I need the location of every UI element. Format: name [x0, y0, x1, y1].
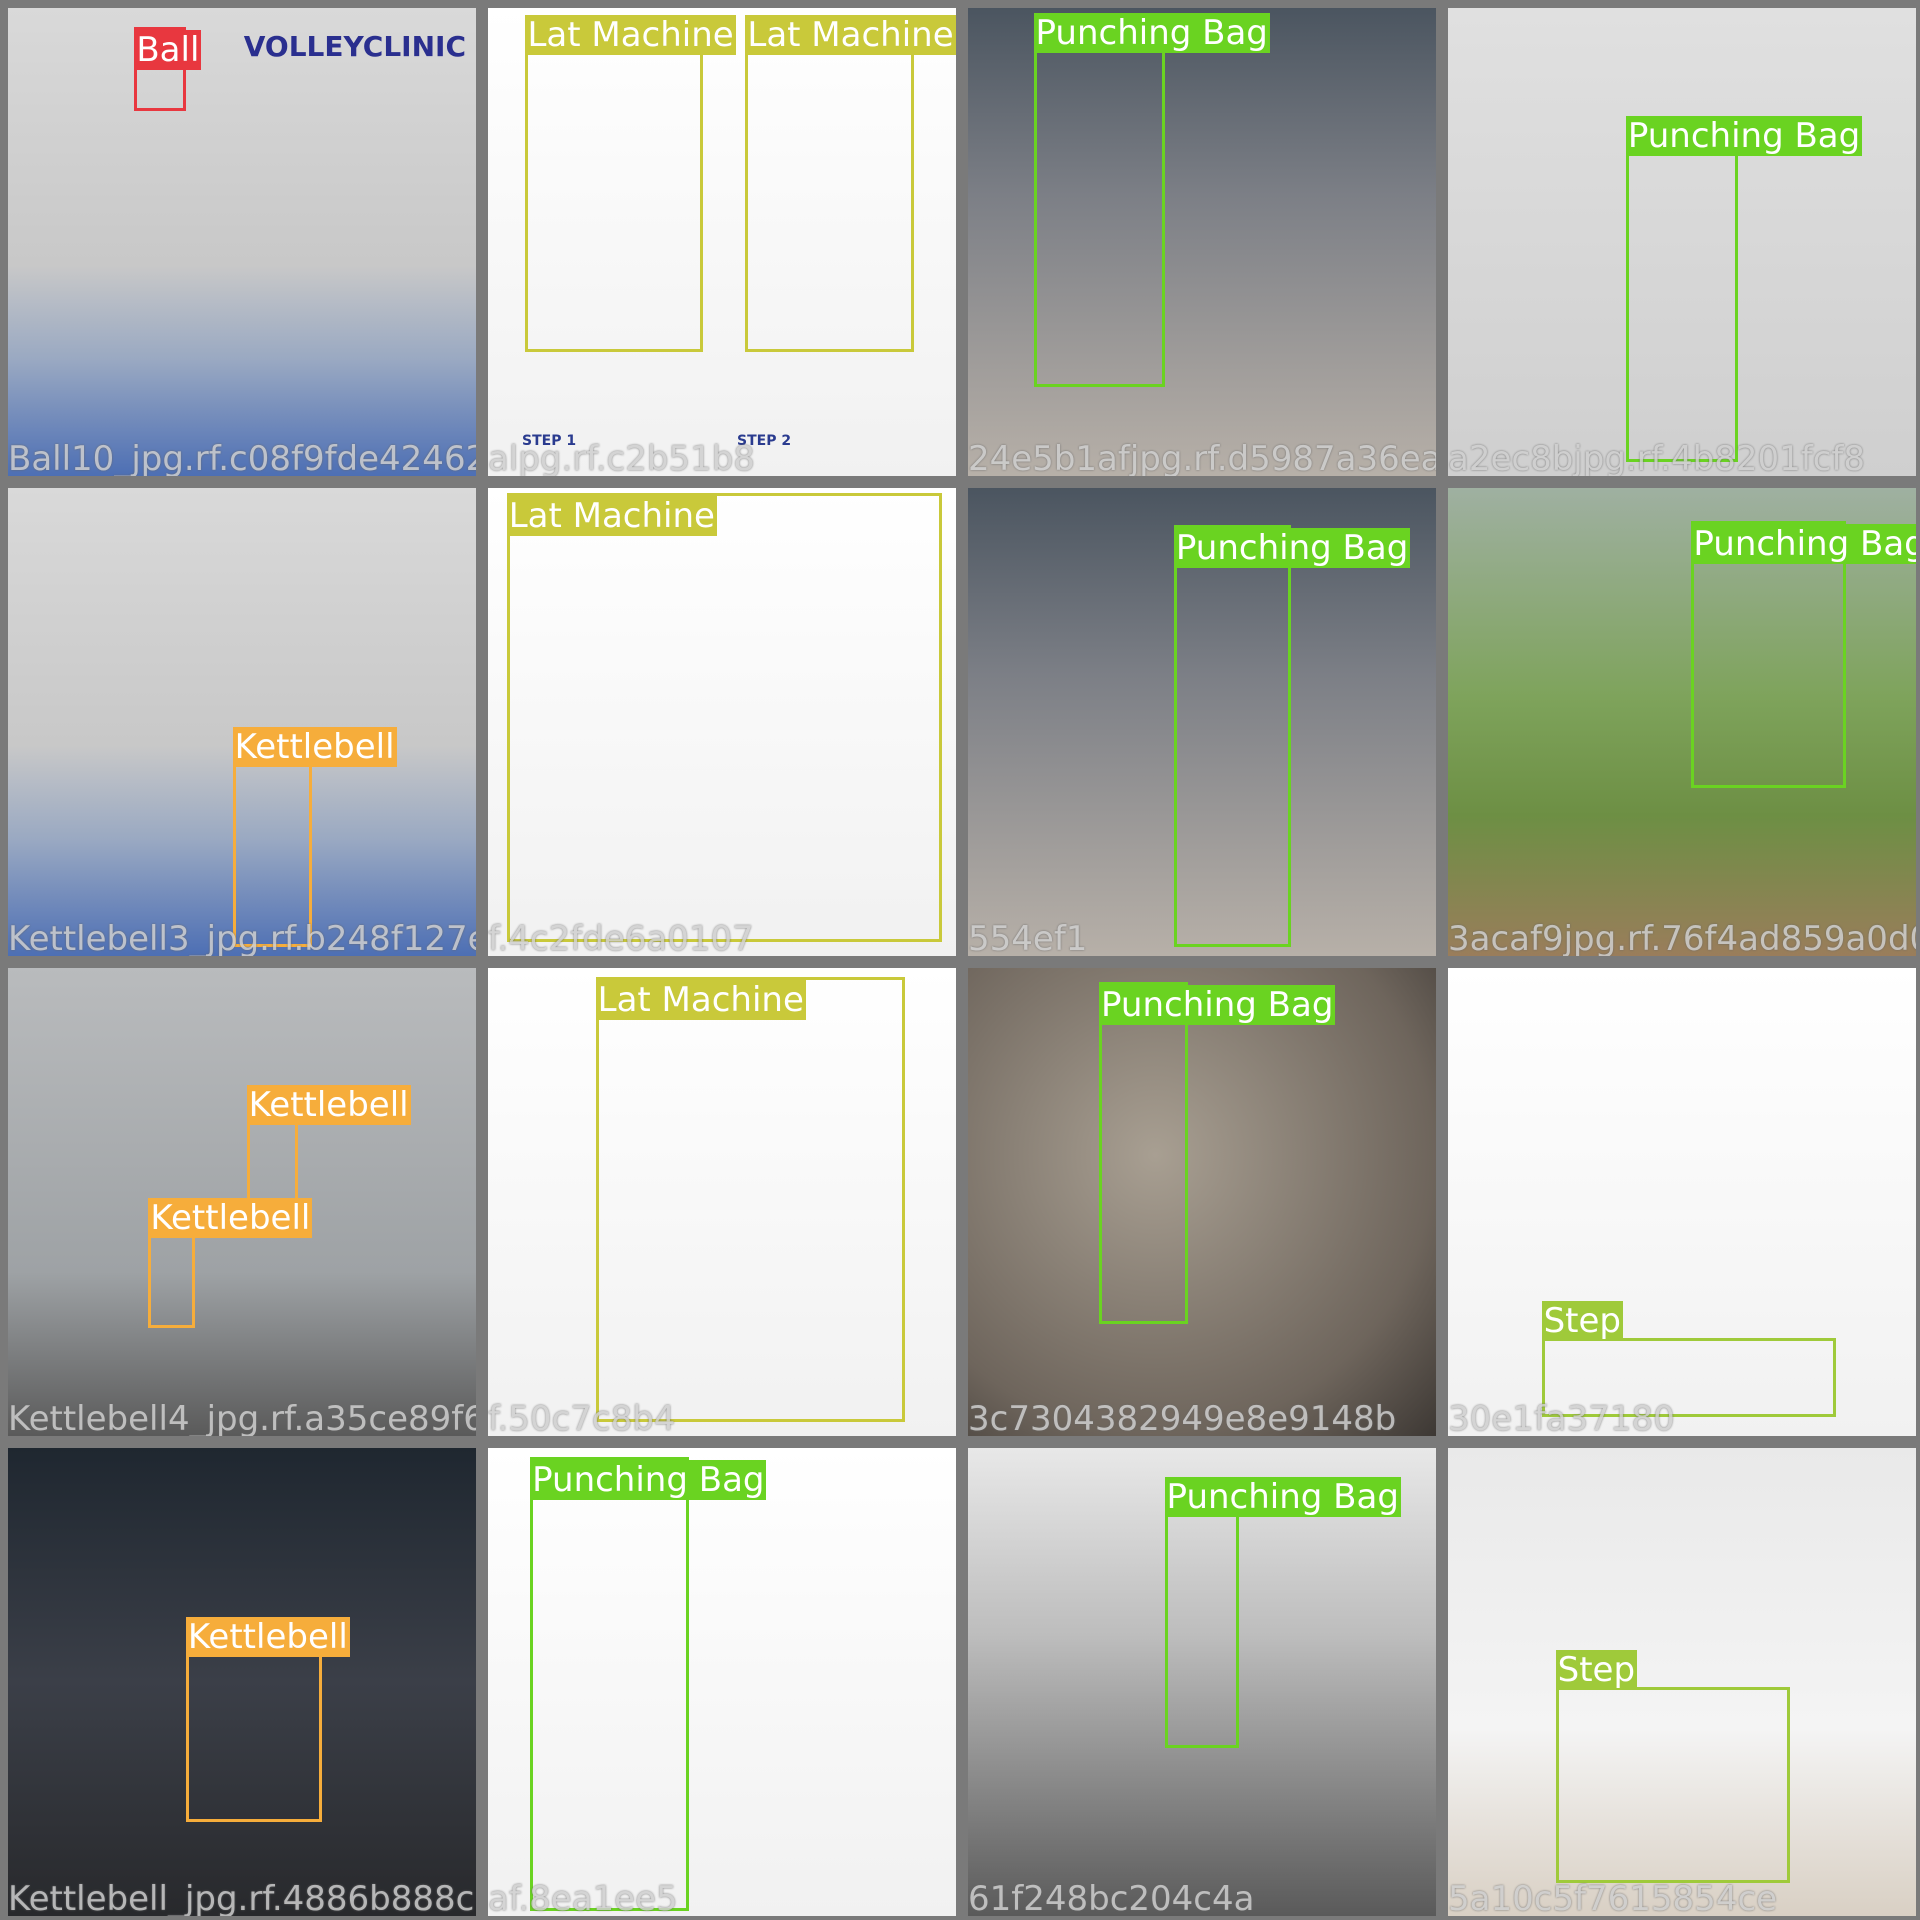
detection-label: Kettlebell: [246, 1085, 411, 1126]
detection-box: Kettlebell: [185, 1616, 350, 1823]
detection-label: Lat Machine: [525, 15, 736, 56]
image-tile: Lat Machine f.4c2fde6a0107: [488, 488, 956, 956]
detection-label: Punching Bag: [1164, 1476, 1401, 1517]
image-tile: Punching Bag 554ef1: [968, 488, 1436, 956]
photo-placeholder: [968, 1448, 1436, 1916]
photo-placeholder: [488, 488, 956, 956]
image-filename: 5a10c5f7615854ce: [1448, 1879, 1778, 1916]
image-tile: VOLLEYCLINIC Ball Ball10_jpg.rf.c08f9fde42…: [8, 8, 476, 476]
detection-label: Punching Bag: [1625, 116, 1863, 157]
detection-label: Lat Machine: [745, 15, 956, 56]
image-tile: Punching Bag 3c7304382949e8e9148b: [968, 968, 1436, 1436]
detection-label: Kettlebell: [148, 1197, 313, 1238]
image-filename: alpg.rf.c2b51b8: [488, 439, 755, 476]
image-filename: 3acaf9jpg.rf.76f4ad859a0d0: [1448, 919, 1916, 956]
detection-label: Lat Machine: [595, 980, 806, 1021]
image-filename: f.4c2fde6a0107: [488, 919, 754, 956]
detection-box: Punching Bag: [530, 1457, 767, 1912]
photo-placeholder: [968, 8, 1436, 476]
image-filename: 30e1fa37180: [1448, 1399, 1675, 1436]
photo-placeholder: [8, 1448, 476, 1916]
photo-placeholder: [1448, 8, 1916, 476]
detection-label: Punching Bag: [1691, 523, 1916, 564]
detection-label: Lat Machine: [506, 495, 717, 536]
detection-box: Lat Machine: [525, 15, 736, 352]
image-tile: Lat Machine f.50c7c8b4: [488, 968, 956, 1436]
photo-placeholder: [488, 8, 956, 476]
image-tile: STEP 1 STEP 2 Lat Machine Lat Machine alpg.r…: [488, 8, 956, 476]
image-filename: af.8ea1ee5: [488, 1879, 678, 1916]
photo-placeholder: [8, 488, 476, 956]
step-marker: STEP 1: [522, 433, 577, 449]
detection-box: Lat Machine: [506, 492, 942, 942]
detection-box: Punching Bag: [1625, 116, 1863, 462]
image-filename: Kettlebell_jpg.rf.4886b888c1: [8, 1879, 476, 1916]
detection-box: Punching Bag: [1164, 1476, 1401, 1748]
image-tile: Punching Bag 24e5b1afjpg.rf.d5987a36eae: [968, 8, 1436, 476]
image-filename: f.50c7c8b4: [488, 1399, 676, 1436]
image-tile: Kettlebell Kettlebell_jpg.rf.4886b888c1: [8, 1448, 476, 1916]
detection-label: Step: [1555, 1649, 1638, 1690]
detection-label: Kettlebell: [232, 727, 397, 768]
image-tile: Kettlebell Kettlebell Kettlebell4_jpg.rf.a…: [8, 968, 476, 1436]
image-tile: Punching Bag 3acaf9jpg.rf.76f4ad859a0d0: [1448, 488, 1916, 956]
image-filename: 554ef1: [968, 919, 1088, 956]
photo-placeholder: [968, 968, 1436, 1436]
image-tile: Punching Bag 61f248bc204c4a: [968, 1448, 1436, 1916]
detection-box: Kettlebell: [148, 1197, 313, 1329]
photo-placeholder: [8, 8, 476, 476]
image-tile: Step 5a10c5f7615854ce: [1448, 1448, 1916, 1916]
photo-placeholder: [1448, 968, 1916, 1436]
detection-box: Punching Bag: [1099, 982, 1336, 1324]
detection-label: Kettlebell: [185, 1616, 350, 1657]
photo-placeholder: [488, 1448, 956, 1916]
detection-box: Punching Bag: [1691, 520, 1916, 788]
step-marker: STEP 2: [737, 433, 792, 449]
detection-box: Ball: [134, 26, 202, 111]
image-tile: Punching Bag af.8ea1ee5: [488, 1448, 956, 1916]
detection-box: Kettlebell: [232, 727, 397, 947]
photo-placeholder: [488, 968, 956, 1436]
image-filename: Kettlebell4_jpg.rf.a35ce89f6: [8, 1399, 476, 1436]
detection-label: Punching Bag: [1173, 528, 1411, 569]
detection-label: Punching Bag: [1033, 13, 1270, 54]
detection-label: Step: [1541, 1300, 1624, 1341]
image-tile: Step 30e1fa37180: [1448, 968, 1916, 1436]
detection-box: Lat Machine: [745, 15, 956, 352]
detection-box: Lat Machine: [595, 977, 905, 1422]
detection-box: Punching Bag: [1173, 525, 1411, 947]
detection-box: Step: [1555, 1649, 1790, 1884]
image-filename: Ball10_jpg.rf.c08f9fde424629: [8, 439, 476, 476]
brand-logo: VOLLEYCLINIC: [243, 30, 466, 63]
photo-placeholder: [1448, 488, 1916, 956]
image-tile: Punching Bag a2ec8bjpg.rf.4b8201fcf8: [1448, 8, 1916, 476]
detection-label: Punching Bag: [1099, 985, 1336, 1026]
detection-box: Kettlebell: [246, 1085, 411, 1235]
image-tile: Kettlebell Kettlebell3_jpg.rf.b248f127e: [8, 488, 476, 956]
detection-box: Punching Bag: [1033, 13, 1270, 388]
photo-placeholder: [1448, 1448, 1916, 1916]
image-filename: 3c7304382949e8e9148b: [968, 1399, 1397, 1436]
image-filename: a2ec8bjpg.rf.4b8201fcf8: [1448, 439, 1865, 476]
image-filename: 61f248bc204c4a: [968, 1879, 1255, 1916]
image-filename: Kettlebell3_jpg.rf.b248f127e: [8, 919, 476, 956]
detection-label: Ball: [134, 29, 202, 70]
detection-box: Step: [1541, 1300, 1837, 1418]
image-filename: 24e5b1afjpg.rf.d5987a36eae: [968, 439, 1436, 476]
detection-label: Punching Bag: [530, 1460, 767, 1501]
